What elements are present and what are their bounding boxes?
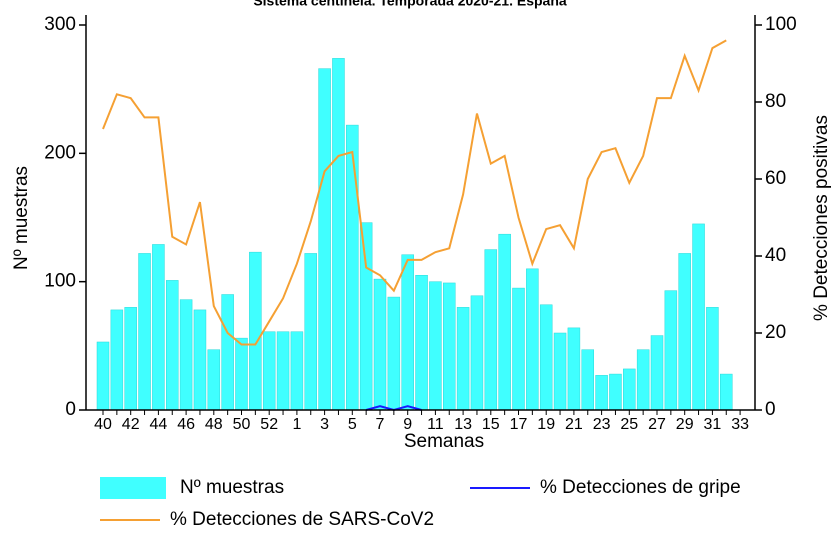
bar: [692, 223, 705, 411]
x-tick-label: 23: [593, 416, 611, 433]
x-tick-label: 19: [537, 416, 555, 433]
bar: [124, 307, 137, 411]
x-axis-title: Semanas: [404, 431, 484, 452]
y2-tick-label: 60: [765, 168, 786, 189]
y2-tick-label: 0: [765, 399, 776, 420]
x-tick-label: 7: [376, 416, 385, 433]
bar: [609, 373, 622, 411]
x-tick-label: 21: [565, 416, 583, 433]
bar: [650, 335, 664, 411]
legend-label: Nº muestras: [180, 477, 284, 498]
bar: [484, 249, 498, 411]
chart-title: Sistema centinela. Temporada 2020-21. Es…: [253, 0, 567, 9]
bar: [720, 373, 733, 411]
y2-tick-label: 20: [765, 322, 786, 343]
bar: [249, 251, 262, 411]
x-tick-label: 9: [403, 416, 412, 433]
bar: [346, 124, 359, 411]
bar: [636, 349, 650, 411]
bar: [678, 253, 691, 411]
x-tick-label: 46: [177, 416, 195, 433]
x-tick-label: 29: [676, 416, 694, 433]
bar: [207, 349, 221, 411]
bar: [276, 331, 290, 411]
y-tick-label: 100: [44, 271, 76, 292]
bar: [429, 281, 442, 411]
bar: [581, 349, 594, 411]
legend-swatch: [100, 477, 166, 499]
x-tick-label: 13: [454, 416, 472, 433]
bar: [332, 58, 345, 411]
bar: [96, 341, 110, 411]
bar: [179, 299, 193, 411]
bar: [595, 375, 608, 411]
x-tick-label: 11: [427, 416, 444, 433]
bar: [498, 233, 511, 411]
bar: [706, 307, 719, 411]
legend-label: % Detecciones de gripe: [540, 477, 741, 498]
bar: [359, 222, 373, 411]
bar: [318, 68, 331, 411]
y-tick-label: 200: [44, 142, 76, 163]
y-axis-title: Nº muestras: [11, 166, 32, 270]
bar: [262, 331, 276, 411]
bar: [567, 327, 581, 411]
x-tick-label: 52: [260, 416, 278, 433]
bar: [235, 337, 248, 411]
x-tick-label: 1: [292, 416, 301, 433]
x-tick-label: 31: [704, 416, 722, 433]
bar: [110, 309, 124, 411]
x-tick-label: 44: [150, 416, 168, 433]
x-tick-label: 50: [233, 416, 251, 433]
bar: [387, 296, 401, 411]
bar: [166, 280, 179, 411]
y2-tick-label: 100: [765, 14, 797, 35]
y-tick-label: 300: [44, 14, 76, 35]
bar: [415, 275, 428, 411]
bar: [138, 253, 151, 411]
bar: [290, 331, 304, 411]
legend-label: % Detecciones de SARS-CoV2: [170, 509, 434, 530]
bar: [553, 332, 567, 411]
bar: [664, 290, 678, 411]
y2-axis-title: % Detecciones positivas: [811, 115, 832, 321]
x-tick-label: 17: [510, 416, 528, 433]
bar: [539, 304, 553, 411]
bar: [623, 368, 636, 411]
bar: [470, 295, 484, 411]
bar: [304, 253, 317, 411]
x-tick-label: 42: [122, 416, 140, 433]
y2-tick-label: 80: [765, 91, 786, 112]
line: [102, 39, 727, 346]
bar: [373, 278, 387, 411]
x-tick-label: 3: [320, 416, 329, 433]
bar: [221, 294, 234, 411]
bar: [193, 309, 207, 411]
bar: [456, 307, 470, 411]
bar: [443, 282, 456, 411]
x-tick-label: 27: [648, 416, 666, 433]
x-tick-label: 40: [94, 416, 112, 433]
y-tick-label: 0: [65, 399, 76, 420]
bar: [512, 287, 525, 411]
x-tick-label: 15: [482, 416, 500, 433]
y2-tick-label: 40: [765, 245, 786, 266]
x-tick-label: 25: [620, 416, 638, 433]
x-tick-label: 48: [205, 416, 223, 433]
bar: [401, 254, 414, 411]
bar: [526, 268, 539, 411]
x-tick-label: 5: [348, 416, 357, 433]
x-tick-label: 33: [731, 416, 749, 433]
bar: [152, 244, 165, 411]
